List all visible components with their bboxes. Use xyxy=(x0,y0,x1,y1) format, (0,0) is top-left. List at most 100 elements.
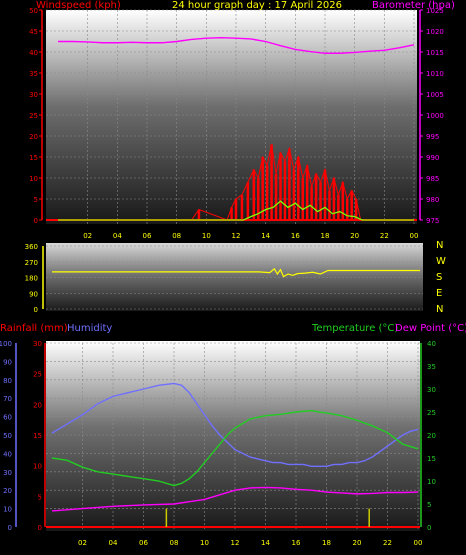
temp-x-tick-label: 22 xyxy=(383,539,392,547)
wind-y-tick-label: 45 xyxy=(29,28,38,36)
wind-x-tick-label: 06 xyxy=(143,232,152,240)
temperature-tick-label: 40 xyxy=(427,340,436,348)
temperature-tick-label: 10 xyxy=(427,478,436,486)
temp-x-tick-label: 18 xyxy=(322,539,331,547)
temperature-tick-label: 20 xyxy=(427,432,436,440)
humidity-tick-label: 100 xyxy=(0,340,12,348)
barometer-tick-label: 990 xyxy=(426,154,439,162)
wind-y-tick-label: 50 xyxy=(29,7,38,15)
temp-x-tick-label: 14 xyxy=(261,539,270,547)
wind-plot-area xyxy=(46,10,417,224)
barometer-tick-label: 995 xyxy=(426,133,439,141)
rainfall-tick-label: 25 xyxy=(33,371,42,379)
temperature-tick-label: 30 xyxy=(427,386,436,394)
compass-label: N xyxy=(436,240,443,251)
wind-x-tick-label: 16 xyxy=(291,232,300,240)
humidity-tick-label: 60 xyxy=(3,414,12,422)
temperature-line xyxy=(51,409,419,487)
wind-direction-line xyxy=(52,267,420,278)
humidity-line xyxy=(51,382,419,467)
temp-x-tick-label: 16 xyxy=(292,539,301,547)
rainfall-tick-label: 10 xyxy=(33,463,42,471)
chart-title: 24 hour graph day : 17 April 2026 xyxy=(172,0,342,11)
wind-y-tick-label: 10 xyxy=(29,175,38,183)
direction-tick-label: 270 xyxy=(25,259,38,267)
rainfall-tick-label: 5 xyxy=(38,493,42,501)
temperature-tick-label: 25 xyxy=(427,409,436,417)
wind-y-tick-label: 0 xyxy=(34,217,38,225)
barometer-tick-label: 1025 xyxy=(426,7,444,15)
wind-x-tick-label: 14 xyxy=(261,232,270,240)
humidity-tick-label: 50 xyxy=(3,432,12,440)
rainfall-legend-label: Rainfall (mm) xyxy=(0,323,68,334)
barometer-tick-label: 985 xyxy=(426,175,439,183)
temp-x-tick-label: 06 xyxy=(139,539,148,547)
temperature-tick-label: 5 xyxy=(427,501,431,509)
humidity-tick-label: 40 xyxy=(3,450,12,458)
temp-x-tick-label: 20 xyxy=(353,539,362,547)
direction-tick-label: 90 xyxy=(29,290,38,298)
wind-x-tick-label: 08 xyxy=(172,232,181,240)
wind-x-tick-label: 02 xyxy=(83,232,92,240)
compass-label: N xyxy=(436,304,443,315)
humidity-tick-label: 20 xyxy=(3,487,12,495)
wind-x-tick-label: 10 xyxy=(202,232,211,240)
barometer-tick-label: 1005 xyxy=(426,91,444,99)
compass-label: S xyxy=(436,272,442,283)
barometer-tick-label: 980 xyxy=(426,196,439,204)
temperature-legend-label: Temperature (°C) xyxy=(311,323,398,334)
wind-x-tick-label: 04 xyxy=(113,232,122,240)
humidity-tick-label: 10 xyxy=(3,506,12,514)
wind-y-tick-label: 5 xyxy=(34,196,38,204)
humidity-tick-label: 70 xyxy=(3,395,12,403)
temperature-tick-label: 0 xyxy=(427,524,431,532)
barometer-tick-label: 1015 xyxy=(426,49,444,57)
temp-x-tick-label: 10 xyxy=(200,539,209,547)
barometer-tick-label: 1010 xyxy=(426,70,444,78)
direction-plot-area xyxy=(46,243,423,311)
wind-y-tick-label: 20 xyxy=(29,133,38,141)
humidity-tick-label: 80 xyxy=(3,377,12,385)
windspeed-line xyxy=(58,144,414,221)
temp-x-tick-label: 04 xyxy=(109,539,118,547)
compass-label: W xyxy=(436,256,446,267)
humidity-tick-label: 90 xyxy=(3,358,12,366)
humidity-tick-label: 30 xyxy=(3,469,12,477)
temp-plot-area xyxy=(46,341,420,531)
wind-y-tick-label: 40 xyxy=(29,49,38,57)
humidity-legend-label: Humidity xyxy=(67,323,112,334)
direction-tick-label: 360 xyxy=(25,243,38,251)
wind-x-tick-label: 12 xyxy=(232,232,241,240)
wind-y-tick-label: 15 xyxy=(29,154,38,162)
temp-x-tick-label: 08 xyxy=(170,539,179,547)
barometer-tick-label: 975 xyxy=(426,217,439,225)
humidity-tick-label: 0 xyxy=(8,524,12,532)
barometer-axis-label: Barometer (hpa) xyxy=(372,0,455,11)
temperature-tick-label: 15 xyxy=(427,455,436,463)
wind-y-tick-label: 25 xyxy=(29,112,38,120)
wind-axis-label: Windspeed (kph) xyxy=(36,0,121,11)
temperature-tick-label: 35 xyxy=(427,363,436,371)
direction-tick-label: 180 xyxy=(25,275,38,283)
wind-y-tick-label: 30 xyxy=(29,91,38,99)
wind-x-tick-label: 20 xyxy=(350,232,359,240)
compass-label: E xyxy=(436,288,442,299)
direction-tick-label: 0 xyxy=(34,306,38,314)
temp-x-tick-label: 12 xyxy=(231,539,240,547)
rainfall-tick-label: 15 xyxy=(33,432,42,440)
temp-x-tick-label: 00 xyxy=(414,539,423,547)
rainfall-tick-label: 30 xyxy=(33,340,42,348)
temp-x-tick-label: 02 xyxy=(78,539,87,547)
rainfall-tick-label: 20 xyxy=(33,401,42,409)
wind-average-line xyxy=(58,200,414,221)
wind-x-tick-label: 18 xyxy=(321,232,330,240)
dewpoint-legend-label: Dew Point (°C) xyxy=(395,323,466,334)
barometer-tick-label: 1020 xyxy=(426,28,444,36)
wind-x-tick-label: 22 xyxy=(380,232,389,240)
barometer-tick-label: 1000 xyxy=(426,112,444,120)
rainfall-tick-label: 0 xyxy=(38,524,42,532)
barometer-line xyxy=(58,37,415,54)
dewpoint-line xyxy=(51,486,419,512)
wind-x-tick-label: 00 xyxy=(410,232,419,240)
